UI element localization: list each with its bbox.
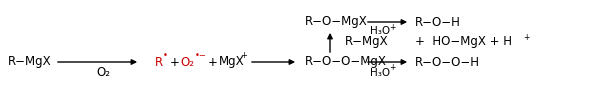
Text: R−O−O−MgX: R−O−O−MgX	[305, 55, 387, 69]
Text: +: +	[389, 23, 395, 32]
Text: +: +	[523, 33, 529, 42]
Text: R−MgX: R−MgX	[345, 35, 389, 48]
Text: H₃O: H₃O	[370, 26, 390, 36]
Text: O₂: O₂	[96, 67, 110, 79]
Text: R−O−O−H: R−O−O−H	[415, 55, 480, 69]
Text: R−O−MgX: R−O−MgX	[305, 16, 368, 28]
Text: •−: •−	[195, 52, 207, 60]
Text: +: +	[240, 52, 247, 60]
Text: O₂: O₂	[180, 55, 194, 69]
Text: R−O−H: R−O−H	[415, 16, 461, 28]
Text: +: +	[170, 55, 180, 69]
Text: +: +	[208, 55, 218, 69]
Text: MgX: MgX	[219, 55, 245, 69]
Text: R: R	[155, 55, 163, 69]
Text: R−MgX: R−MgX	[8, 55, 52, 69]
Text: +: +	[389, 64, 395, 73]
Text: +  HO−MgX + H: + HO−MgX + H	[415, 35, 512, 48]
Text: H₃O: H₃O	[370, 68, 390, 78]
Text: •: •	[163, 52, 168, 60]
